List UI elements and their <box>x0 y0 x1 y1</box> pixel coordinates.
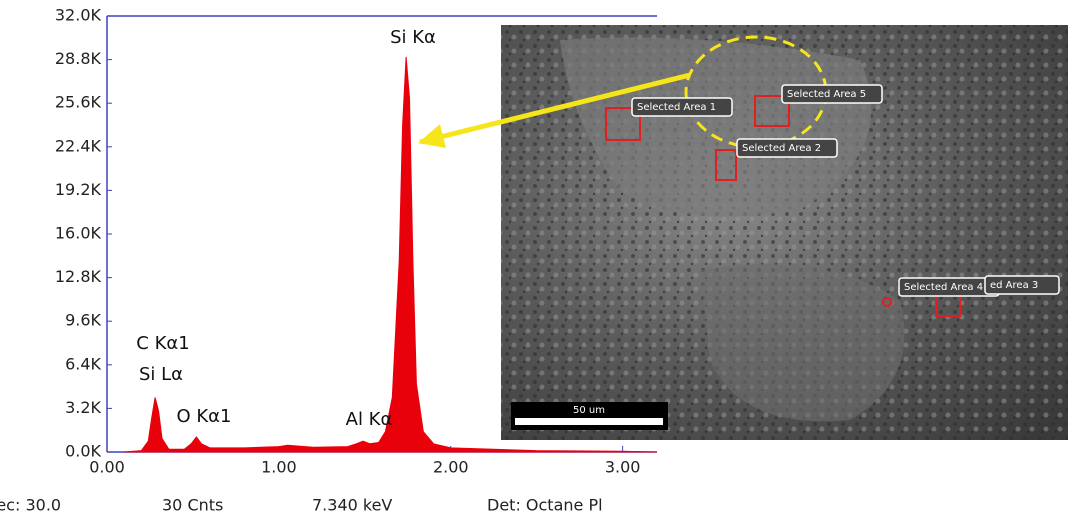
y-tick-label: 19.2K <box>55 180 102 199</box>
y-tick-label: 3.2K <box>65 398 101 417</box>
status-text: sec: 30.0 <box>0 496 61 515</box>
status-text: Det: Octane Pl <box>487 496 603 515</box>
peak-label: O Kα1 <box>176 406 231 427</box>
status-text: 7.340 keV <box>312 496 392 515</box>
x-tick-label: 3.00 <box>605 458 641 477</box>
peak-label: Si Kα <box>390 27 436 48</box>
x-tick-label: 0.00 <box>89 458 125 477</box>
peak-label: Al Kα <box>346 409 393 430</box>
area-label: Selected Area 4 <box>899 278 999 296</box>
area-label: Selected Area 2 <box>737 139 837 157</box>
area-label: ed Area 3 <box>985 276 1059 294</box>
y-tick-label: 12.8K <box>55 267 102 286</box>
label-text: Selected Area 5 <box>787 89 866 100</box>
x-tick-label: 1.00 <box>261 458 297 477</box>
peak-label: Si Lα <box>139 364 183 385</box>
arrow-head <box>418 124 446 148</box>
area-label: Selected Area 1 <box>632 98 732 116</box>
status-text: 30 Cnts <box>162 496 223 515</box>
x-tick-label: 2.00 <box>433 458 469 477</box>
label-text: Selected Area 2 <box>742 143 821 154</box>
area-label: Selected Area 5 <box>782 85 882 103</box>
y-tick-label: 32.0K <box>55 6 102 25</box>
scale-bar-label: 50 um <box>573 405 605 416</box>
y-tick-label: 28.8K <box>55 49 102 68</box>
peak-label: C Kα1 <box>136 333 189 354</box>
label-text: ed Area 3 <box>990 280 1038 291</box>
label-text: Selected Area 1 <box>637 102 716 113</box>
figure: 0.0K3.2K6.4K9.6K12.8K16.0K19.2K22.4K25.6… <box>0 0 1068 523</box>
y-tick-label: 16.0K <box>55 224 102 243</box>
y-tick-label: 25.6K <box>55 93 102 112</box>
label-text: Selected Area 4 <box>904 282 983 293</box>
y-tick-label: 6.4K <box>65 354 101 373</box>
y-tick-label: 22.4K <box>55 136 102 155</box>
y-tick-label: 9.6K <box>65 311 101 330</box>
